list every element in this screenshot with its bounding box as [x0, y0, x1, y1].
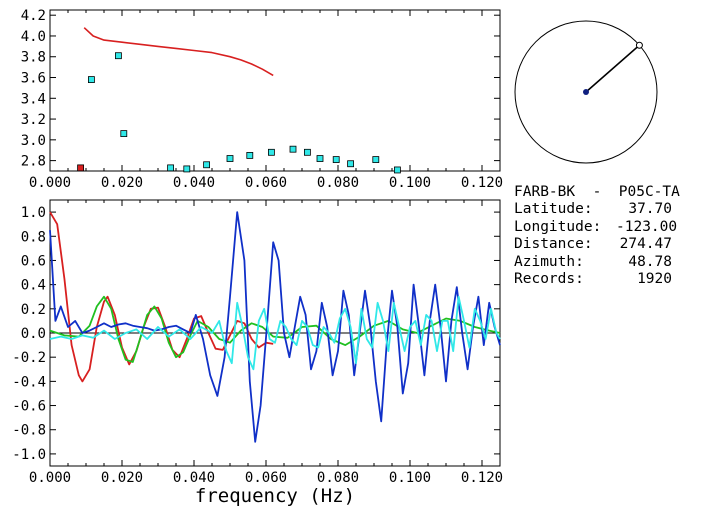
top-y-tick-label: 3.2 [21, 112, 46, 128]
top-y-tick-label: 2.8 [21, 154, 46, 170]
bottom-y-tick-label: -0.2 [12, 350, 46, 366]
latitude-label: Latitude: [514, 201, 593, 218]
top-point-cyan-markers [372, 156, 380, 163]
bottom-y-tick-label: -0.8 [12, 423, 46, 439]
distance-value: 274.47 [619, 236, 672, 253]
longitude-value: -123.00 [616, 218, 678, 235]
top-point-cyan-markers [316, 155, 324, 162]
top-point-cyan-markers [289, 145, 297, 153]
compass-circle [514, 20, 658, 164]
info-row-azimuth: Azimuth: 48.78 [514, 254, 680, 271]
top-axis-ticks: 0.000 0.020 0.040 0.060 0.080 0.100 0.120 2.8 3.… [21, 8, 503, 191]
top-point-cyan-markers [167, 164, 175, 172]
info-row-longitude: Longitude: -123.00 [514, 219, 680, 236]
bottom-x-tick-label: 0.000 [29, 470, 71, 486]
top-series-red-line [83, 27, 274, 77]
records-label: Records: [514, 271, 584, 288]
top-data-marks [77, 27, 401, 174]
bottom-y-tick-label: 0.0 [21, 326, 46, 342]
azimuth-label: Azimuth: [514, 253, 584, 270]
azimuth-value: 48.78 [628, 253, 672, 270]
records-value: 1920 [637, 271, 672, 288]
top-x-tick-label: 0.020 [101, 175, 143, 191]
top-x-tick-label: 0.040 [173, 175, 215, 191]
bottom-series-blue [49, 211, 501, 443]
bottom-panel: 0.000 0.020 0.040 0.060 0.080 0.100 0.120 1.0 0.… [12, 199, 503, 507]
bottom-x-tick-label: 0.020 [101, 470, 143, 486]
bottom-x-tick-label: 0.120 [461, 470, 503, 486]
bottom-x-tick-label: 0.040 [173, 470, 215, 486]
top-x-tick-label: 0.060 [245, 175, 287, 191]
top-point-red-marker [77, 164, 84, 172]
top-point-cyan-markers [183, 165, 191, 173]
top-x-tick-label: 0.100 [389, 175, 431, 191]
top-point-cyan-markers [393, 166, 401, 174]
bottom-x-tick-label: 0.060 [245, 470, 287, 486]
top-point-cyan-markers [303, 148, 311, 156]
top-y-tick-label: 3.4 [21, 91, 46, 107]
bottom-y-tick-label: -0.4 [12, 374, 46, 390]
bottom-y-tick-label: -1.0 [12, 447, 46, 463]
bottom-y-tick-label: 0.8 [21, 229, 46, 245]
compass-center-dot [583, 89, 589, 95]
distance-label: Distance: [514, 236, 593, 253]
top-x-tick-label: 0.080 [317, 175, 359, 191]
longitude-label: Longitude: [514, 218, 602, 235]
info-row-records: Records: 1920 [514, 271, 680, 288]
top-y-tick-label: 3.8 [21, 50, 46, 66]
compass-tip-marker [635, 41, 643, 49]
latitude-value: 37.70 [628, 201, 672, 218]
bottom-axis-ticks: 0.000 0.020 0.040 0.060 0.080 0.100 0.120 1.0 0.… [12, 200, 503, 486]
top-point-cyan-markers [246, 152, 254, 159]
bottom-y-tick-label: 0.2 [21, 302, 46, 318]
top-plot-frame [49, 9, 501, 172]
top-point-cyan-markers [332, 156, 340, 163]
top-y-tick-label: 4.2 [21, 8, 46, 24]
top-point-cyan-markers [347, 160, 355, 168]
top-point-cyan-markers [203, 161, 211, 169]
top-x-tick-label: 0.000 [29, 175, 71, 191]
top-point-cyan-markers [226, 155, 234, 162]
x-axis-title: frequency (Hz) [195, 485, 355, 507]
info-row-distance: Distance: 274.47 [514, 236, 680, 253]
top-panel: 0.000 0.020 0.040 0.060 0.080 0.100 0.120 2.8 3.… [21, 8, 503, 191]
compass-needle [585, 44, 640, 93]
bottom-series-cyan [49, 295, 501, 371]
bottom-y-tick-label: 0.6 [21, 253, 46, 269]
station-pair-label: FARB-BK - P05C-TA [514, 184, 680, 200]
bottom-y-tick-label: 1.0 [21, 205, 46, 221]
info-row-latitude: Latitude: 37.70 [514, 201, 680, 218]
top-y-tick-label: 3.0 [21, 133, 46, 149]
bottom-series-red [49, 211, 274, 383]
azimuth-compass [514, 20, 658, 164]
top-y-tick-label: 4.0 [21, 29, 46, 45]
bottom-y-tick-label: 0.4 [21, 278, 46, 294]
top-y-tick-label: 3.6 [21, 71, 46, 87]
top-x-tick-label: 0.120 [461, 175, 503, 191]
top-point-cyan-markers [88, 76, 95, 83]
bottom-x-tick-label: 0.080 [317, 470, 359, 486]
top-point-cyan-markers [115, 52, 122, 60]
bottom-y-tick-label: -0.6 [12, 399, 46, 415]
top-point-cyan-markers [120, 130, 128, 138]
bottom-x-tick-label: 0.100 [389, 470, 431, 486]
bottom-data-marks [49, 211, 501, 443]
top-point-cyan-markers [267, 148, 275, 156]
station-info-panel: FARB-BK - P05C-TA Latitude: 37.70 Longitu… [514, 184, 680, 288]
